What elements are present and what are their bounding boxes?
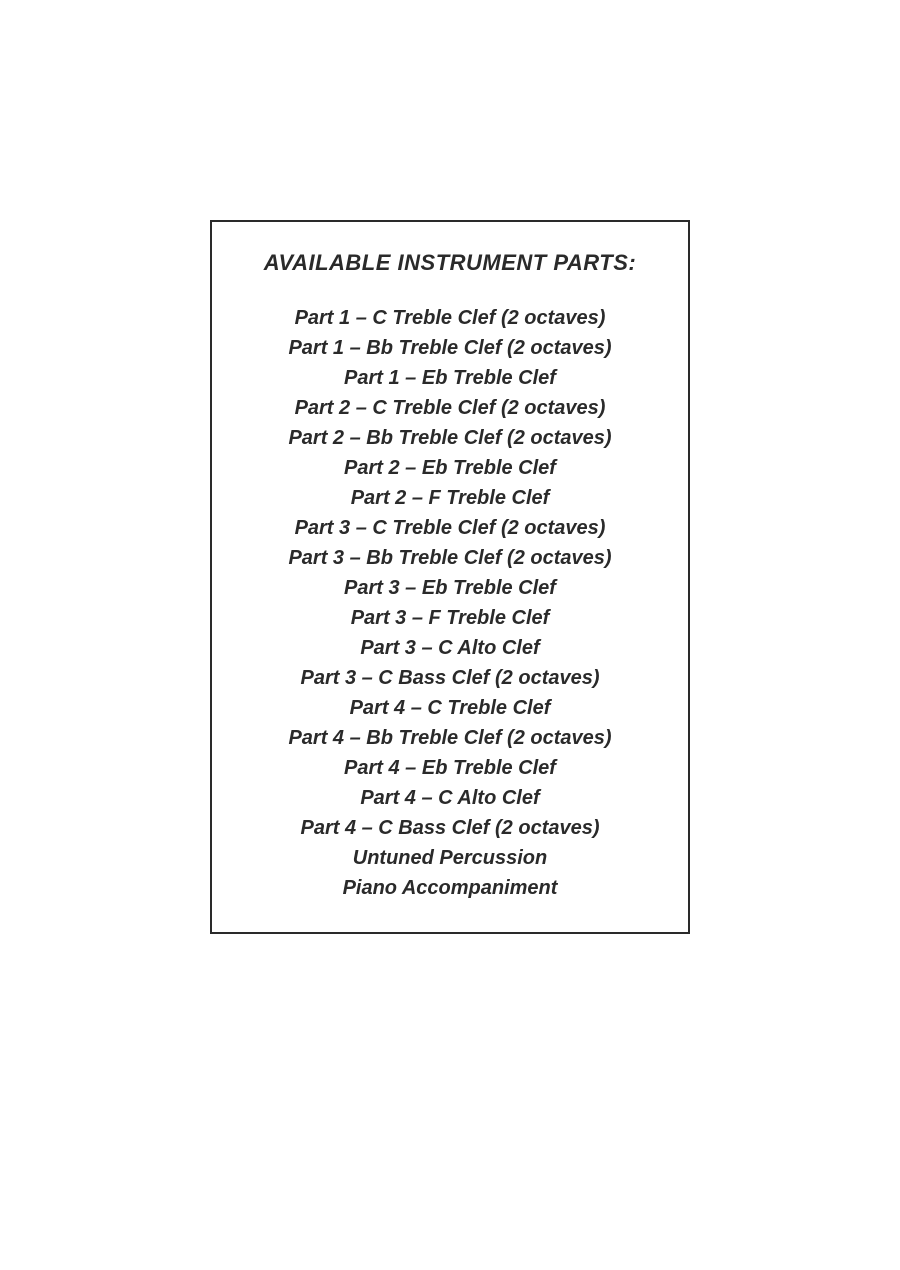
part-item: Part 4 – C Bass Clef (2 octaves) [300,814,599,842]
part-item: Part 3 – Eb Treble Clef [344,574,556,602]
part-item: Part 4 – C Alto Clef [360,784,539,812]
box-heading: AVAILABLE INSTRUMENT PARTS: [242,250,658,276]
part-item: Part 3 – C Bass Clef (2 octaves) [300,664,599,692]
part-item: Untuned Percussion [353,844,547,872]
parts-list: Part 1 – C Treble Clef (2 octaves) Part … [242,304,658,902]
part-item: Part 1 – Eb Treble Clef [344,364,556,392]
instrument-parts-box: AVAILABLE INSTRUMENT PARTS: Part 1 – C T… [210,220,690,934]
page-container: AVAILABLE INSTRUMENT PARTS: Part 1 – C T… [0,0,900,1270]
part-item: Part 1 – Bb Treble Clef (2 octaves) [288,334,611,362]
part-item: Part 2 – C Treble Clef (2 octaves) [295,394,606,422]
part-item: Part 4 – C Treble Clef [350,694,551,722]
part-item: Part 3 – C Alto Clef [360,634,539,662]
part-item: Part 4 – Eb Treble Clef [344,754,556,782]
part-item: Part 3 – F Treble Clef [351,604,550,632]
part-item: Part 2 – Eb Treble Clef [344,454,556,482]
part-item: Part 3 – C Treble Clef (2 octaves) [295,514,606,542]
part-item: Part 2 – Bb Treble Clef (2 octaves) [288,424,611,452]
part-item: Piano Accompaniment [343,874,558,902]
part-item: Part 3 – Bb Treble Clef (2 octaves) [288,544,611,572]
part-item: Part 1 – C Treble Clef (2 octaves) [295,304,606,332]
part-item: Part 2 – F Treble Clef [351,484,550,512]
part-item: Part 4 – Bb Treble Clef (2 octaves) [288,724,611,752]
